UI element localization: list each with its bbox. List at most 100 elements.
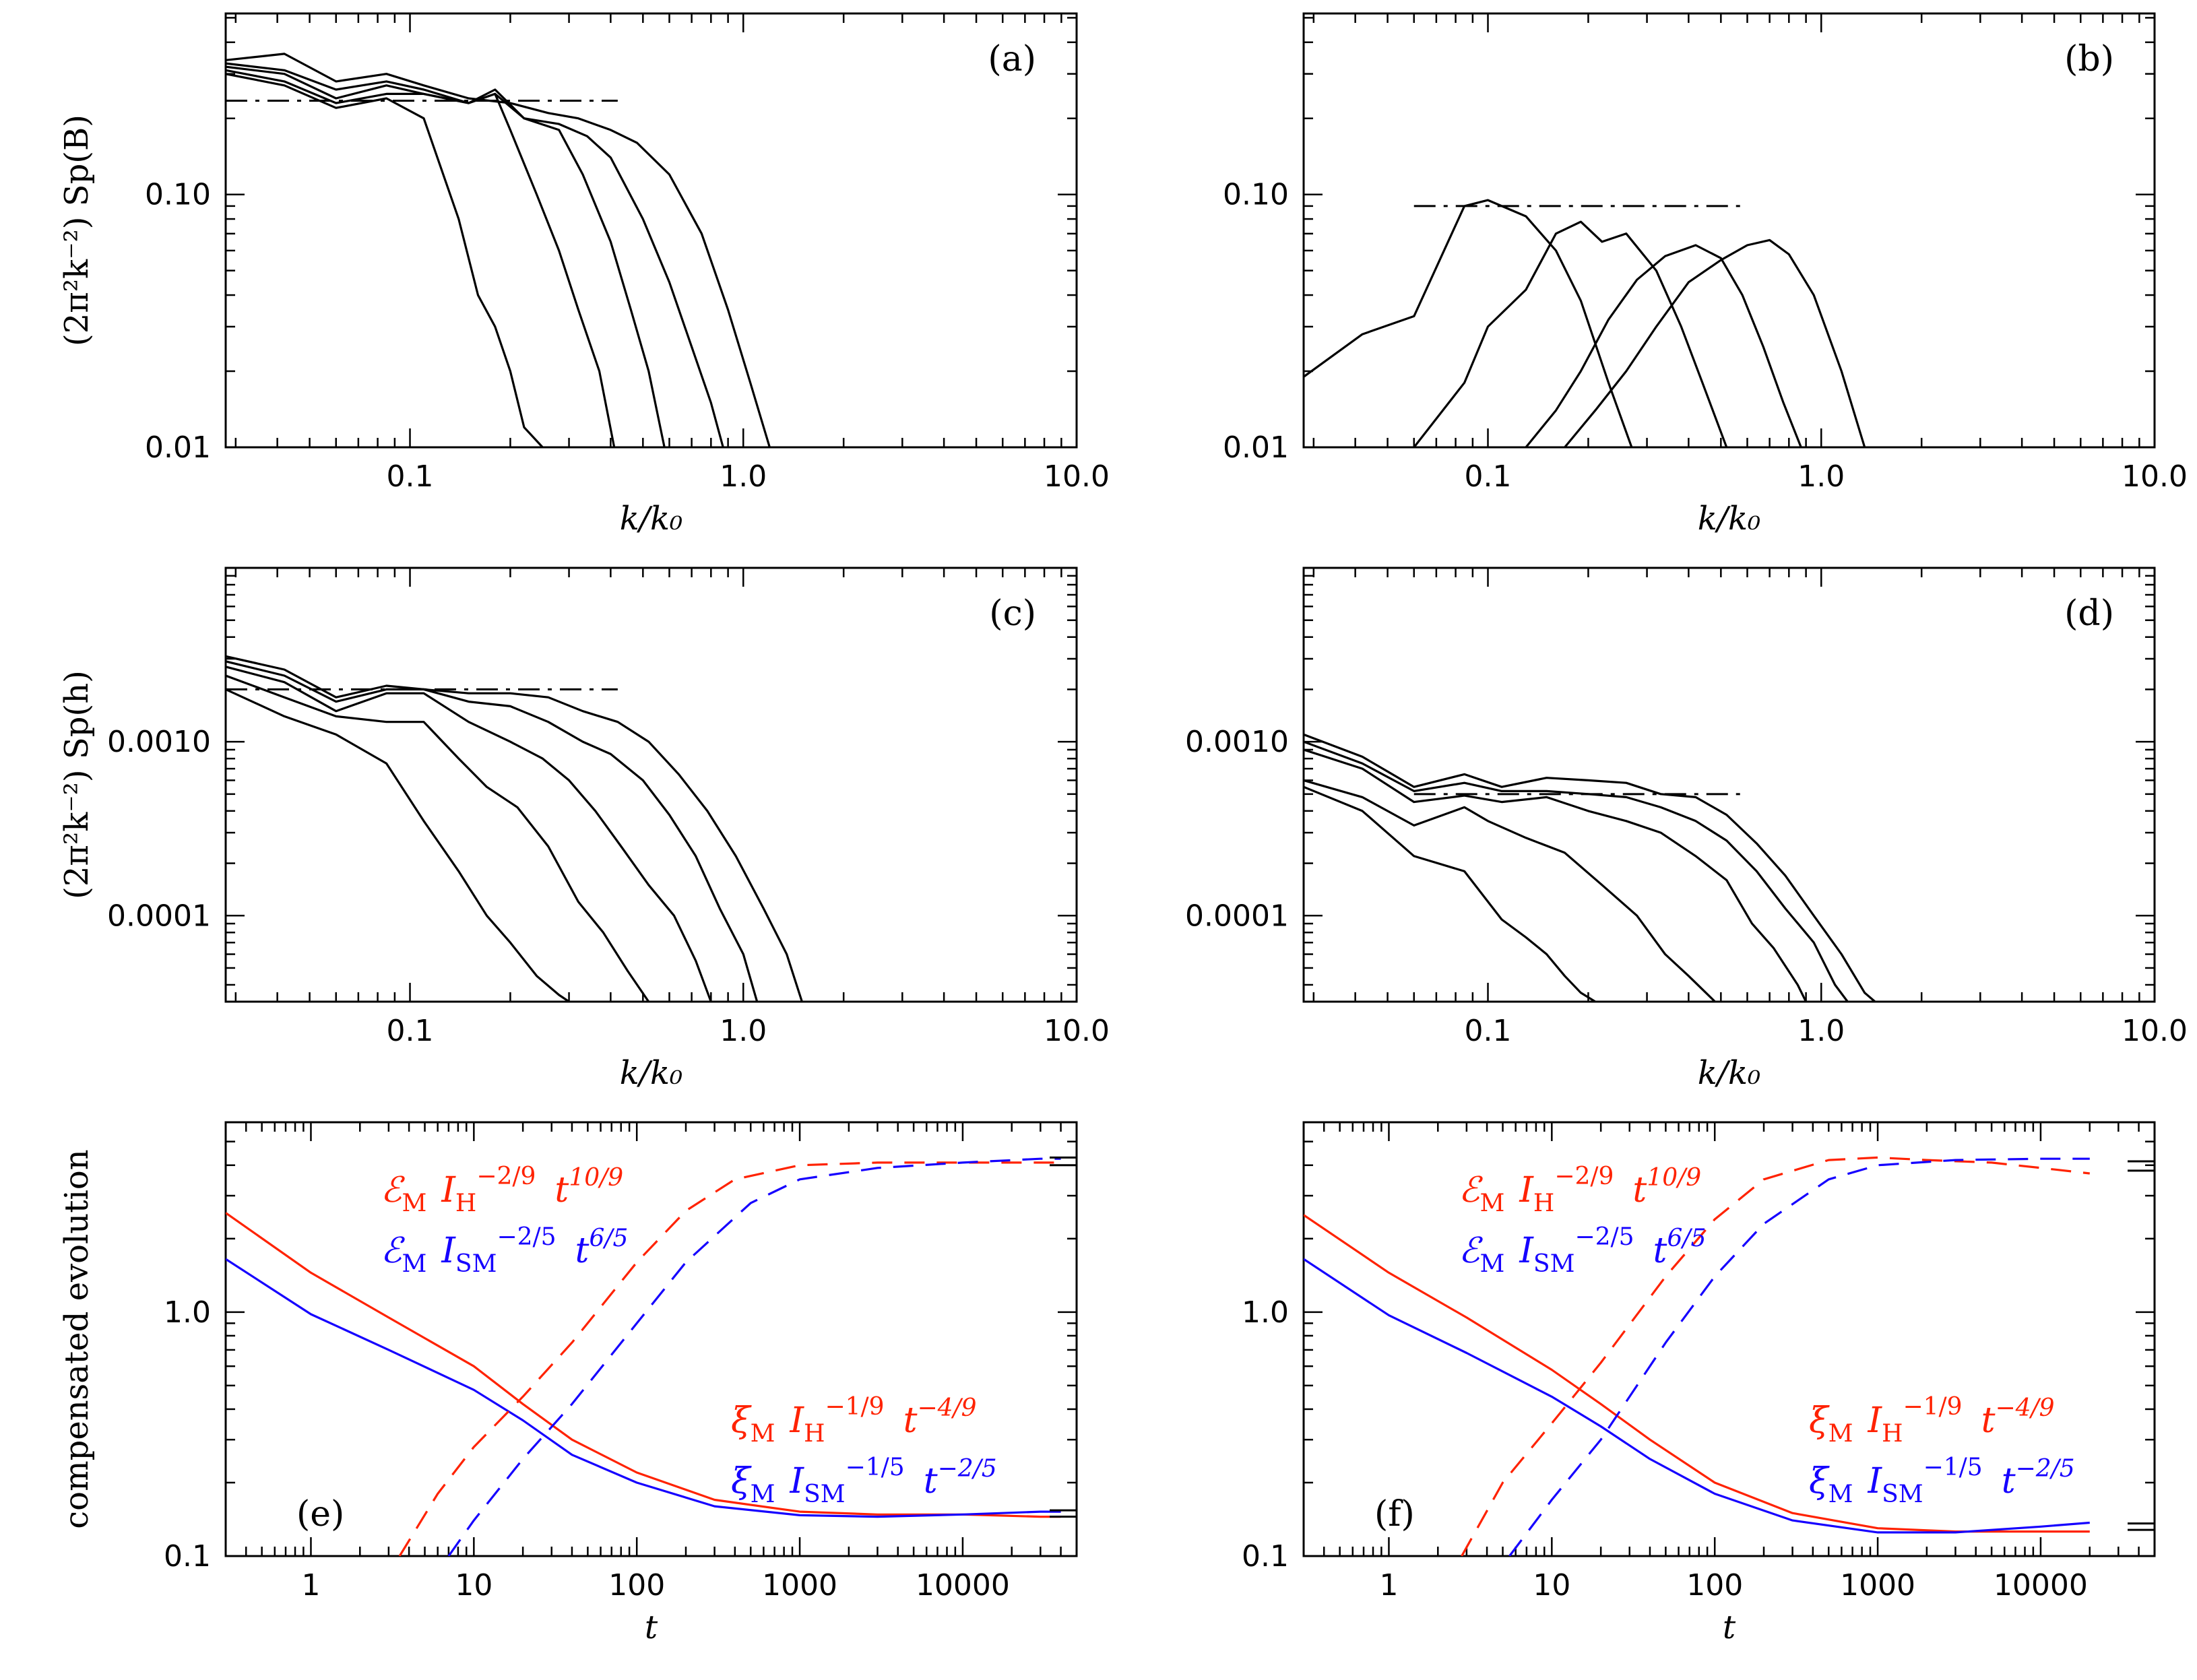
y-axis-title: (2π²k⁻²) Sp(h): [58, 670, 96, 899]
panel-label: (c): [989, 593, 1036, 634]
x-tick-label: 1000: [1840, 1568, 1915, 1603]
series-line-3: [398, 1161, 1061, 1556]
x-axis-title: k/k₀: [1698, 500, 1761, 538]
x-axis-title: t: [645, 1609, 658, 1646]
x-axis-title: k/k₀: [620, 1054, 683, 1092]
x-axis-title: k/k₀: [1698, 1054, 1761, 1092]
series-line-3: [1304, 748, 1808, 1002]
series-line-2: [226, 69, 616, 447]
series-line-4: [1508, 1157, 2090, 1556]
series-line-2: [226, 674, 650, 1002]
legend-entry: ξM ISM−1/5 t−2/5: [1809, 1454, 2075, 1508]
series-line-4: [226, 62, 724, 447]
series-line-2: [226, 1258, 1061, 1518]
series-line-3: [1525, 244, 1802, 447]
x-tick-label: 1000: [762, 1568, 837, 1603]
panel-e: 1 10 100 1000 10000 0.1 1.0 t compensated evolut…: [58, 1121, 1078, 1646]
y-tick-label: 0.0010: [107, 725, 211, 759]
plot-frame: [1302, 1121, 2156, 1557]
series-group: [226, 53, 771, 447]
x-tick-label: 10.0: [2122, 459, 2188, 494]
x-tick-label: 10: [455, 1568, 492, 1603]
series-line-3: [226, 666, 712, 1002]
legend-entry: ℰM IH−2/9 t10/9: [1459, 1163, 1701, 1217]
series-group: [1304, 199, 1866, 447]
series-line-3: [1461, 1156, 2090, 1556]
panel-label: (b): [2064, 39, 2114, 79]
legend-entry: ξM ISM−1/5 t−2/5: [731, 1454, 997, 1508]
y-tick-label: 0.10: [145, 178, 211, 212]
panel-label: (a): [988, 39, 1036, 79]
plot-frame: [224, 1121, 1078, 1557]
y-tick-label: 0.0010: [1185, 725, 1289, 759]
panel-a: 0.1 1.0 10.0 0.01 0.10 k/k₀ (2π²k⁻²) Sp(B) (a): [58, 12, 1110, 538]
series-group: [226, 655, 803, 1002]
y-tick-label: 0.01: [145, 430, 211, 465]
x-tick-label: 0.1: [1465, 459, 1512, 494]
panel-d: 0.1 1.0 10.0 0.0001 0.0010 k/k₀ (d): [1185, 567, 2188, 1092]
plot-frame: [224, 567, 1078, 1003]
y-tick-label: 0.1: [164, 1539, 211, 1574]
panel-label: (d): [2064, 593, 2114, 634]
series-line-1: [1304, 785, 1596, 1002]
legend-entry: ℰM ISM−2/5 t6/5: [381, 1223, 628, 1278]
panel-f: 1 10 100 1000 10000 0.1 1.0 t (f) ℰM IH−2/9 t10/9 ℰM…: [1242, 1121, 2156, 1646]
series-line-4: [1304, 740, 1849, 1002]
x-tick-label: 0.1: [387, 1014, 434, 1048]
x-tick-label: 10000: [1994, 1568, 2088, 1603]
x-tick-label: 0.1: [1465, 1014, 1512, 1048]
legend-entry: ξM IH−1/9 t−4/9: [731, 1393, 977, 1448]
y-tick-label: 0.0001: [107, 899, 211, 933]
x-tick-label: 10.0: [1044, 1014, 1110, 1048]
series-line-2: [1413, 220, 1728, 447]
series-group: [226, 1157, 1061, 1556]
y-axis-title: compensated evolution: [58, 1149, 96, 1528]
x-axis-title: t: [1723, 1609, 1736, 1646]
y-tick-label: 1.0: [1242, 1295, 1289, 1330]
x-tick-label: 10.0: [2122, 1014, 2188, 1048]
x-tick-label: 1: [1379, 1568, 1398, 1603]
x-tick-label: 1.0: [720, 1014, 767, 1048]
series-line-1: [1304, 199, 1633, 447]
series-line-1: [226, 688, 570, 1002]
series-line-4: [447, 1157, 1061, 1556]
panel-c: 0.1 1.0 10.0 0.0001 0.0010 k/k₀ (2π²k⁻²) Sp(h)…: [58, 567, 1110, 1092]
y-tick-label: 1.0: [164, 1295, 211, 1330]
x-tick-label: 10: [1533, 1568, 1570, 1603]
series-line-2: [1304, 1258, 2090, 1534]
plot-frame: [224, 12, 1078, 449]
y-tick-label: 0.1: [1242, 1539, 1289, 1574]
x-tick-label: 1: [301, 1568, 320, 1603]
legend-entry: ξM IH−1/9 t−4/9: [1809, 1393, 2055, 1448]
legend-entry: ℰM ISM−2/5 t6/5: [1459, 1223, 1706, 1278]
legend-entry: ℰM IH−2/9 t10/9: [381, 1163, 623, 1217]
series-line-3: [226, 65, 666, 447]
y-tick-label: 0.10: [1223, 178, 1289, 212]
x-axis-title: k/k₀: [620, 500, 683, 538]
panel-b: 0.1 1.0 10.0 0.01 0.10 k/k₀ (b): [1223, 12, 2188, 538]
series-line-4: [226, 660, 759, 1002]
x-tick-label: 1.0: [720, 459, 767, 494]
panel-label: (e): [296, 1494, 344, 1534]
y-tick-label: 0.01: [1223, 430, 1289, 465]
series-group: [1304, 733, 1876, 1002]
panel-label: (f): [1374, 1494, 1415, 1534]
series-group: [1304, 1156, 2090, 1556]
x-tick-label: 10000: [916, 1568, 1010, 1603]
y-axis-title: (2π²k⁻²) Sp(B): [58, 115, 96, 346]
x-tick-label: 100: [608, 1568, 665, 1603]
x-tick-label: 1.0: [1797, 459, 1845, 494]
plot-frame: [1302, 12, 2156, 449]
x-tick-label: 1.0: [1797, 1014, 1845, 1048]
series-line-5: [1304, 733, 1876, 1002]
series-line-5: [226, 53, 771, 447]
plot-frame: [1302, 567, 2156, 1003]
x-tick-label: 100: [1686, 1568, 1743, 1603]
series-line-4: [1564, 238, 1866, 447]
series-line-1: [226, 73, 544, 447]
x-tick-label: 10.0: [1044, 459, 1110, 494]
x-tick-label: 0.1: [387, 459, 434, 494]
series-line-2: [1304, 779, 1716, 1002]
y-tick-label: 0.0001: [1185, 899, 1289, 933]
